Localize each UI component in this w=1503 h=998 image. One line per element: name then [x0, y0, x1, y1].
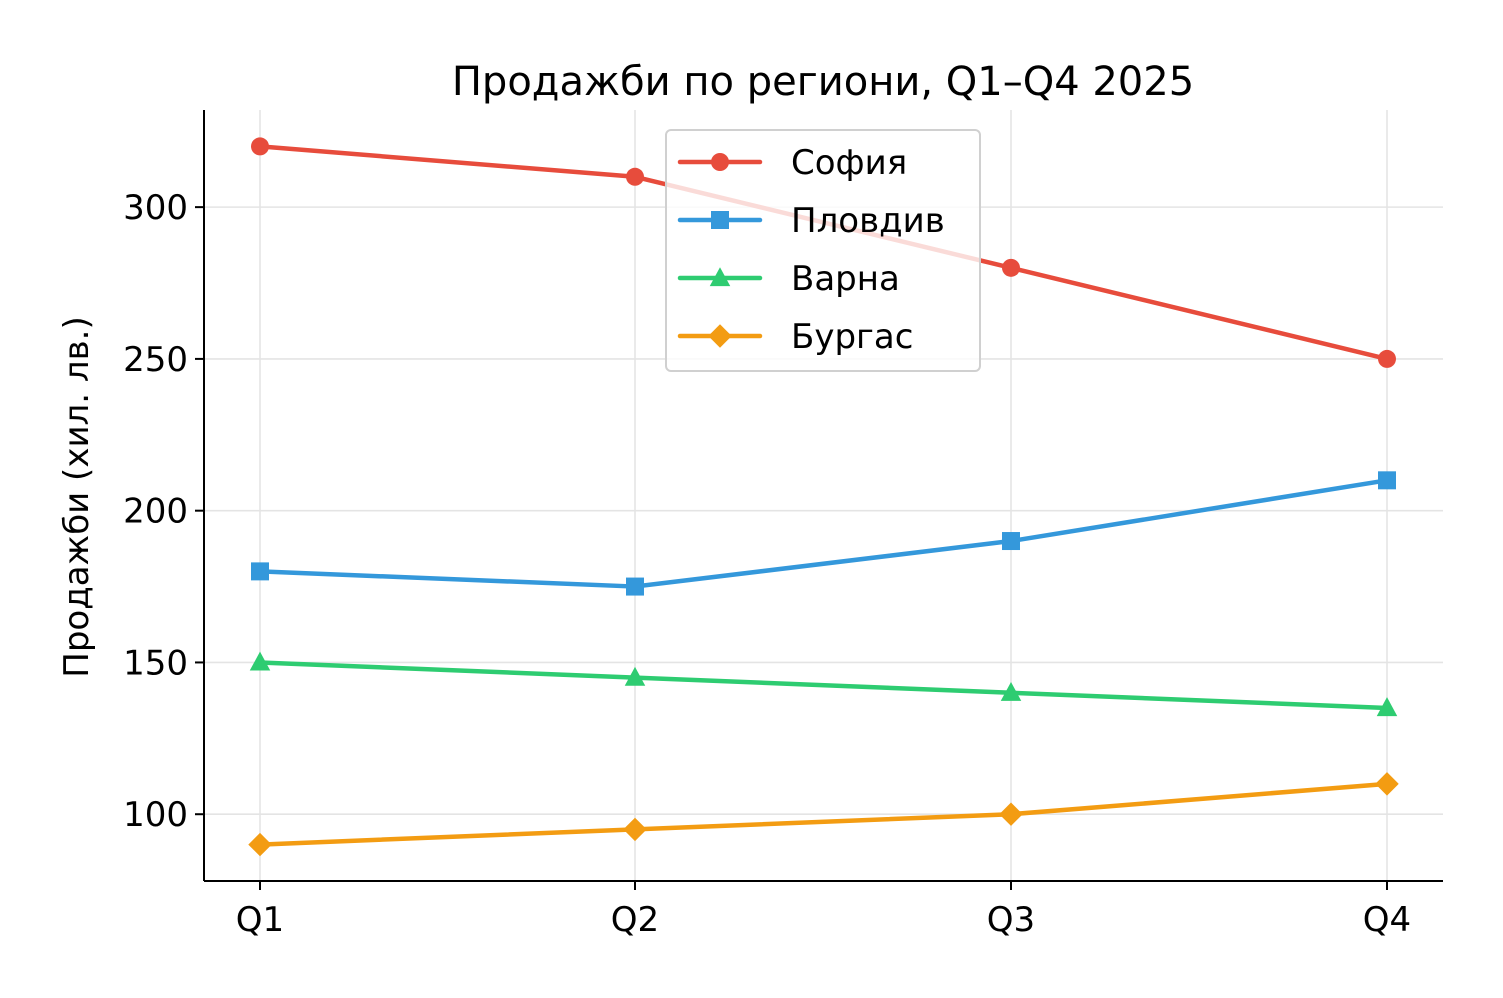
- data-point-marker: [248, 832, 272, 857]
- y-tick-label: 250: [123, 340, 188, 380]
- x-tick-label: Q1: [236, 900, 284, 940]
- series-diamond-group: [248, 772, 1399, 857]
- legend-item: Пловдив: [677, 201, 945, 241]
- x-tick-label: Q3: [987, 900, 1035, 940]
- data-point-marker: [1376, 697, 1398, 717]
- data-point-marker: [251, 562, 269, 581]
- legend-item: София: [677, 143, 907, 183]
- legend-box: [665, 129, 981, 372]
- data-point-marker: [624, 666, 646, 686]
- data-point-marker: [1375, 772, 1399, 796]
- legend-swatch-marker: [709, 267, 731, 287]
- legend-swatch-marker: [711, 153, 729, 171]
- y-tick-label: 150: [123, 643, 188, 683]
- data-point-marker: [626, 167, 644, 186]
- axes-layer: 100 150 200 250 300 Q1 Q2 Q3 Q4: [123, 110, 1443, 940]
- series-line: [257, 478, 1390, 589]
- legend-item: Варна: [677, 259, 900, 299]
- y-tick-label: 200: [123, 492, 188, 532]
- legend: София Пловдив Варна Бургас: [665, 129, 981, 372]
- data-point-marker: [1378, 349, 1396, 368]
- x-tick-label: Q2: [611, 900, 659, 940]
- y-tick-label: 100: [123, 795, 188, 835]
- series-line: [257, 660, 1390, 711]
- x-tick-label: Q4: [1363, 900, 1411, 940]
- data-point-marker: [626, 577, 644, 596]
- legend-label: Пловдив: [791, 201, 945, 241]
- legend-label: Бургас: [791, 317, 913, 357]
- legend-swatch-marker: [711, 211, 729, 229]
- data-point-marker: [1002, 258, 1020, 277]
- data-point-marker: [999, 802, 1023, 826]
- data-point-marker: [623, 817, 647, 842]
- data-point-marker: [1000, 682, 1022, 701]
- legend-label: София: [791, 143, 907, 183]
- legend-item: Бургас: [677, 317, 913, 357]
- data-point-marker: [1378, 471, 1396, 490]
- series-line: [257, 781, 1390, 847]
- series-triangle-group: [249, 651, 1398, 717]
- data-point-marker: [1002, 532, 1020, 551]
- chart-title: Продажби по региони, Q1–Q4 2025: [452, 59, 1194, 105]
- data-point-marker: [251, 137, 269, 156]
- y-axis-label: Продажби (хил. лв.): [57, 316, 97, 677]
- legend-label: Варна: [791, 259, 900, 299]
- legend-swatch-marker: [708, 324, 732, 348]
- data-point-marker: [249, 651, 271, 671]
- y-tick-label: 300: [123, 188, 188, 228]
- series-square-group: [251, 471, 1396, 596]
